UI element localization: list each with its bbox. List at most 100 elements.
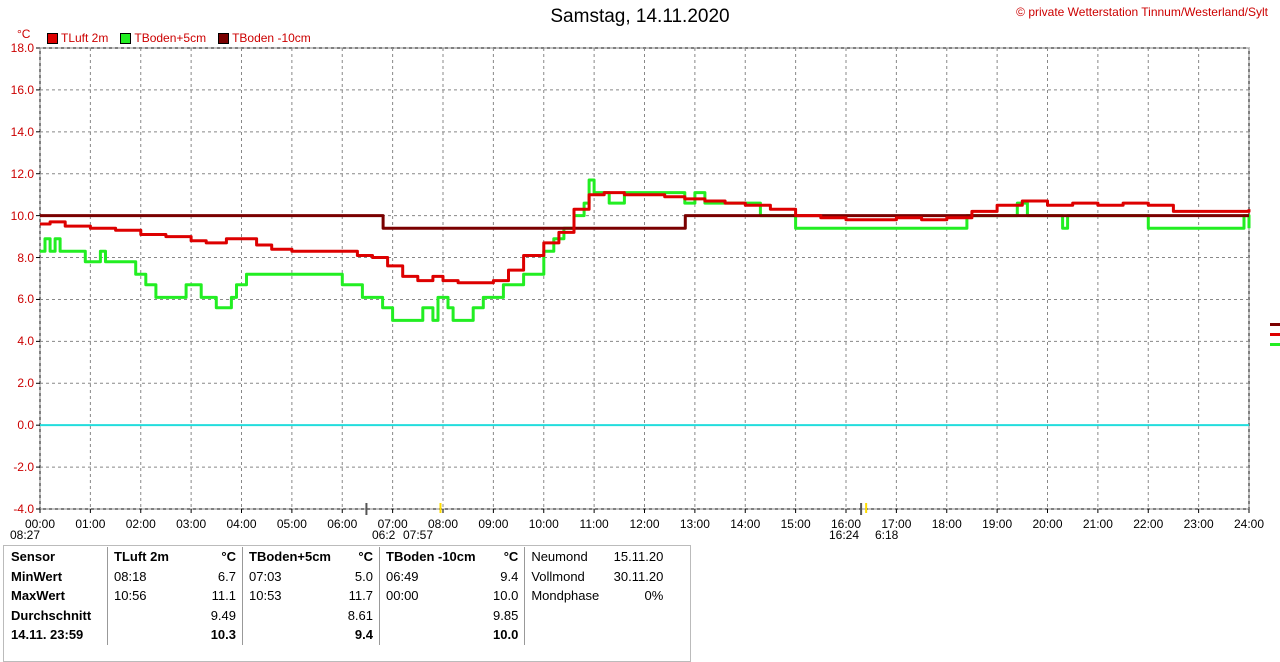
x-tick-label: 10:00 xyxy=(528,517,559,531)
legend-swatch-tboden10 xyxy=(218,32,230,44)
row-time-tboden5 xyxy=(242,625,337,645)
row-time-tluft: 10:56 xyxy=(107,586,190,606)
x-tick-label: 12:00 xyxy=(629,517,660,531)
row-label: 14.11. 23:59 xyxy=(11,627,84,643)
x-tick-label: 08:00 xyxy=(427,517,459,531)
y-axis-unit: °C xyxy=(17,27,31,41)
stats-row-current: 14.11. 23:59 10.3 9.4 10.0 xyxy=(5,625,669,645)
stats-row-avg: Durchschnitt 9.49 8.61 9.85 xyxy=(5,605,669,625)
right-marker-tboden5 xyxy=(1270,343,1280,346)
row-value-tboden5: 5.0 xyxy=(354,568,373,584)
series-line-2 xyxy=(40,214,1249,230)
row-value-tboden10: 10.0 xyxy=(493,627,519,643)
y-tick-label: 10.0 xyxy=(10,208,34,223)
x-tick-label: 11:00 xyxy=(579,517,609,531)
chart-title: Samstag, 14.11.2020 xyxy=(550,6,730,27)
right-marker-tluft xyxy=(1270,333,1280,336)
x-tick-label: 02:00 xyxy=(125,517,156,531)
legend-label-tluft: TLuft 2m xyxy=(61,31,109,45)
y-tick-label: 8.0 xyxy=(17,250,34,265)
row-label: MaxWert xyxy=(11,588,65,604)
legend-swatch-tluft xyxy=(47,32,58,44)
row-label: Durchschnitt xyxy=(11,607,92,623)
moon-label-0: Neumond xyxy=(524,547,608,567)
row-value-tboden10: 10.0 xyxy=(493,588,519,604)
y-tick-label: -4.0 xyxy=(13,502,34,516)
stats-header-row: Sensor TLuft 2m °C TBoden+5cm °C TBoden … xyxy=(5,547,669,567)
series-line-0 xyxy=(40,191,1251,285)
moon-label-2: Mondphase xyxy=(524,586,608,606)
row-time-tluft: 08:18 xyxy=(107,566,190,586)
row-time-tluft xyxy=(107,625,190,645)
row-time-tboden5: 07:03 xyxy=(242,566,337,586)
chart-legend: TLuft 2m TBoden+5cm TBoden -10cm xyxy=(47,31,311,45)
x-tick-label: 01:00 xyxy=(75,517,106,531)
header-tboden10: TBoden -10cm xyxy=(379,547,487,567)
row-time-tboden10 xyxy=(379,605,487,625)
x-tick-label: 13:00 xyxy=(679,517,710,531)
x-tick-label: 06:00 xyxy=(327,517,358,531)
marker-rise-time: 07:57 xyxy=(403,528,434,542)
x-tick-label: 15:00 xyxy=(780,517,811,531)
stats-row-min: MinWert 08:18 6.7 07:03 5.0 06:49 9.4 Vo… xyxy=(5,566,669,586)
row-time-tboden5: 10:53 xyxy=(242,586,337,606)
x-tick-label: 22:00 xyxy=(1133,517,1164,531)
row-time-tboden10 xyxy=(379,625,487,645)
copyright-note: © private Wetterstation Tinnum/Westerlan… xyxy=(1016,5,1268,19)
marker-sunset: 16:24 xyxy=(829,528,860,542)
row-value-tboden10: 9.85 xyxy=(493,607,519,623)
y-tick-label: 2.0 xyxy=(17,376,34,391)
y-tick-label: 6.0 xyxy=(17,292,34,307)
legend-item-tboden5: TBoden+5cm xyxy=(120,31,206,45)
y-tick-label: 14.0 xyxy=(10,124,34,139)
x-tick-label: 14:00 xyxy=(730,517,761,531)
temperature-chart xyxy=(36,47,1251,515)
marker-sunrise: 06:2 xyxy=(372,528,396,542)
right-marker-tboden10 xyxy=(1270,323,1280,326)
header-tboden5: TBoden+5cm xyxy=(242,547,337,567)
row-value-tluft: 10.3 xyxy=(210,627,236,643)
x-tick-label: 17:00 xyxy=(881,517,912,531)
y-tick-label: 12.0 xyxy=(10,166,34,181)
legend-label-tboden10: TBoden -10cm xyxy=(232,31,311,45)
moon-value-2: 0% xyxy=(644,588,664,604)
row-value-tboden10: 9.4 xyxy=(500,568,519,584)
x-tick-label: 04:00 xyxy=(226,517,257,531)
row-time-tboden10: 00:00 xyxy=(379,586,487,606)
row-value-tboden5: 9.4 xyxy=(354,627,373,643)
y-tick-label: 16.0 xyxy=(10,82,34,97)
y-tick-label: 0.0 xyxy=(17,418,34,433)
row-value-tboden5: 8.61 xyxy=(347,607,373,623)
row-value-tluft: 9.49 xyxy=(210,607,236,623)
stats-row-max: MaxWert 10:56 11.1 10:53 11.7 00:00 10.0… xyxy=(5,586,669,606)
x-tick-label: 19:00 xyxy=(982,517,1013,531)
x-tick-label: 21:00 xyxy=(1082,517,1113,531)
x-tick-label: 18:00 xyxy=(931,517,962,531)
x-tick-label: 24:00 xyxy=(1233,517,1265,531)
row-label: MinWert xyxy=(11,568,63,584)
legend-item-tluft: TLuft 2m xyxy=(47,31,108,45)
header-sensor: Sensor xyxy=(11,549,56,565)
x-tick-label: 00:00 xyxy=(24,517,56,531)
moon-value-1: 30.11.20 xyxy=(613,568,664,584)
x-tick-label: 07:00 xyxy=(377,517,408,531)
legend-item-tboden10: TBoden -10cm xyxy=(218,31,311,45)
x-tick-label: 05:00 xyxy=(276,517,307,531)
x-tick-label: 16:00 xyxy=(830,517,862,531)
y-tick-label: -2.0 xyxy=(13,460,34,475)
stats-table: Sensor TLuft 2m °C TBoden+5cm °C TBoden … xyxy=(5,547,669,645)
row-value-tboden5: 11.7 xyxy=(348,588,373,604)
legend-label-tboden5: TBoden+5cm xyxy=(134,31,207,45)
moon-value-0: 15.11.20 xyxy=(613,549,664,565)
row-time-tboden5 xyxy=(242,605,337,625)
y-tick-label: 4.0 xyxy=(17,334,34,349)
y-tick-label: 18.0 xyxy=(10,41,34,55)
header-tluft-unit: °C xyxy=(221,549,236,565)
x-tick-label: 09:00 xyxy=(478,517,509,531)
header-tboden10-unit: °C xyxy=(503,549,519,565)
legend-swatch-tboden5 xyxy=(120,32,132,44)
row-value-tluft: 11.1 xyxy=(211,588,236,604)
marker-set-time: 6:18 xyxy=(875,528,899,542)
header-tluft: TLuft 2m xyxy=(107,547,190,567)
moon-label-1: Vollmond xyxy=(524,566,608,586)
